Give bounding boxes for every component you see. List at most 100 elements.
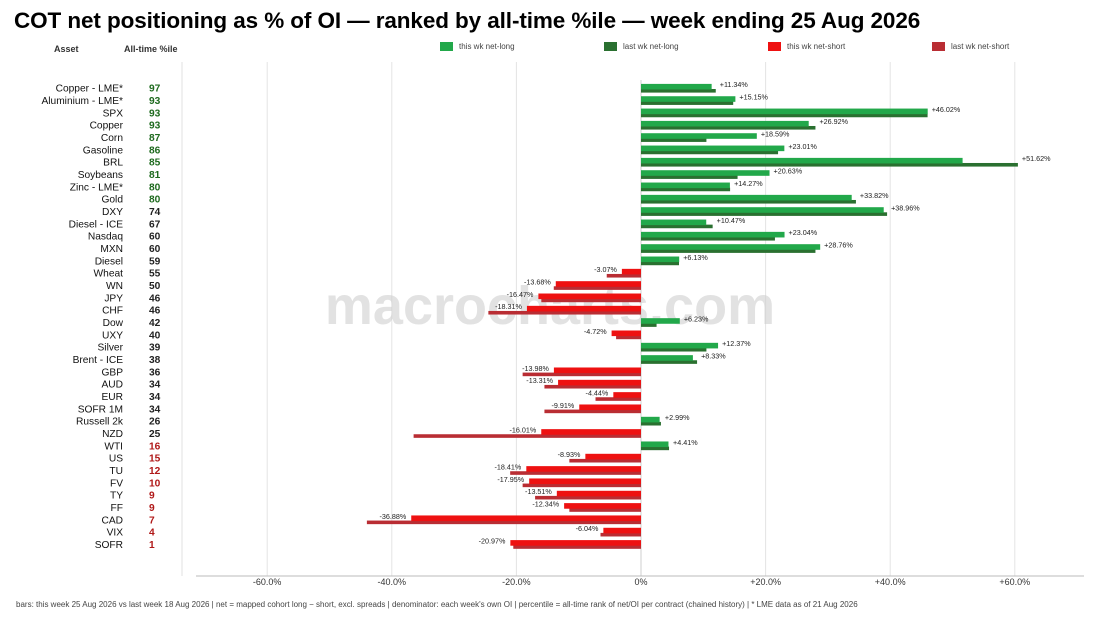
percentile-label-4: 87	[149, 133, 161, 144]
percentile-label-12: 60	[149, 232, 161, 243]
x-tick-label-5: +40.0%	[875, 577, 906, 587]
data-label-8: +14.27%	[734, 179, 763, 188]
data-label-23: -13.98%	[522, 364, 549, 373]
legend-swatch-this-long	[440, 42, 453, 51]
bar-last-24	[544, 384, 641, 389]
bar-last-14	[641, 261, 680, 266]
asset-label-22: Brent - ICE	[73, 355, 124, 366]
bar-last-22	[641, 360, 698, 364]
legend-swatch-this-short	[768, 42, 781, 51]
bar-this-0	[641, 83, 712, 90]
percentile-label-24: 34	[149, 380, 161, 391]
asset-label-6: BRL	[103, 158, 123, 169]
asset-label-4: Corn	[101, 133, 123, 144]
data-label-16: -13.68%	[524, 277, 551, 286]
asset-label-26: SOFR 1M	[78, 404, 123, 415]
bar-last-3	[641, 125, 816, 130]
legend-item-last-long: last wk net-long	[604, 42, 679, 51]
asset-label-16: WN	[106, 281, 123, 292]
bar-this-36	[603, 527, 641, 534]
bar-this-15	[621, 268, 641, 275]
percentile-label-3: 93	[149, 121, 161, 132]
percentile-label-25: 34	[149, 392, 161, 403]
legend-label-this-short: this wk net-short	[787, 42, 846, 51]
percentile-label-37: 1	[149, 540, 155, 551]
data-label-35: -36.88%	[379, 512, 406, 521]
bar-last-7	[641, 175, 738, 179]
bar-last-16	[553, 286, 641, 290]
percentile-label-9: 80	[149, 195, 161, 206]
data-label-22: +8.33%	[701, 351, 726, 360]
data-label-3: +26.92%	[819, 117, 848, 126]
bar-this-13	[641, 244, 821, 250]
percentile-label-20: 40	[149, 330, 161, 341]
data-label-14: +6.13%	[683, 253, 708, 262]
asset-label-25: EUR	[101, 392, 123, 403]
x-tick-label-6: +60.0%	[999, 577, 1030, 587]
bar-last-11	[641, 224, 713, 229]
percentile-label-18: 46	[149, 306, 161, 317]
data-label-18: -18.31%	[495, 302, 522, 311]
data-label-10: +38.96%	[891, 204, 920, 213]
bar-this-8	[641, 182, 730, 189]
data-label-1: +15.15%	[739, 93, 768, 102]
percentile-label-5: 86	[149, 145, 161, 156]
asset-label-27: Russell 2k	[76, 417, 124, 428]
bar-last-23	[522, 372, 641, 377]
bar-this-4	[641, 133, 757, 139]
bar-last-1	[641, 101, 734, 105]
asset-label-2: SPX	[103, 108, 124, 119]
bar-last-13	[641, 249, 816, 253]
bar-this-9	[641, 194, 852, 201]
bar-this-33	[556, 490, 641, 497]
bar-last-35	[366, 520, 641, 525]
legend-label-last-long: last wk net-long	[623, 42, 679, 51]
percentile-label-6: 85	[149, 158, 161, 169]
percentile-label-22: 38	[149, 355, 161, 366]
bar-this-22	[641, 355, 693, 361]
data-label-2: +46.02%	[932, 105, 961, 114]
data-label-6: +51.62%	[1022, 154, 1051, 163]
bar-last-5	[641, 150, 779, 155]
data-label-32: -17.95%	[497, 475, 524, 484]
bar-last-4	[641, 138, 707, 142]
asset-label-0: Copper - LME*	[56, 84, 123, 95]
percentile-label-8: 80	[149, 182, 161, 193]
percentile-label-1: 93	[149, 96, 161, 107]
bar-last-26	[544, 409, 641, 414]
bar-last-10	[641, 212, 888, 216]
asset-label-33: TY	[110, 491, 123, 502]
bar-last-30	[569, 458, 641, 463]
asset-label-12: Nasdaq	[88, 232, 123, 243]
bar-last-19	[641, 323, 657, 327]
bar-last-33	[535, 495, 641, 500]
bar-this-32	[529, 478, 641, 485]
asset-label-37: SOFR	[95, 540, 123, 551]
data-label-19: +6.23%	[684, 314, 709, 323]
bar-this-18	[526, 305, 641, 312]
legend-label-last-short: last wk net-short	[951, 42, 1010, 51]
asset-label-1: Aluminium - LME*	[41, 96, 123, 107]
bar-last-2	[641, 113, 928, 118]
legend-item-this-short: this wk net-short	[768, 42, 845, 51]
legend-item-last-short: last wk net-short	[932, 42, 1009, 51]
asset-label-5: Gasoline	[83, 145, 124, 156]
percentile-label-27: 26	[149, 417, 161, 428]
asset-label-31: TU	[109, 466, 123, 477]
data-label-20: -4.72%	[584, 327, 607, 336]
legend-swatch-last-short	[932, 42, 945, 51]
bar-last-18	[488, 310, 641, 315]
bar-last-31	[510, 471, 641, 475]
asset-label-28: NZD	[102, 429, 123, 440]
asset-label-20: UXY	[102, 330, 123, 341]
bar-last-36	[600, 532, 641, 537]
asset-label-35: CAD	[101, 515, 123, 526]
percentile-label-23: 36	[149, 367, 161, 378]
legend-label-this-long: this wk net-long	[459, 42, 515, 51]
bar-this-23	[553, 367, 641, 374]
bar-last-21	[641, 347, 707, 352]
asset-label-32: FV	[110, 478, 123, 489]
asset-label-9: Gold	[101, 195, 123, 206]
x-tick-label-4: +20.0%	[750, 577, 781, 587]
